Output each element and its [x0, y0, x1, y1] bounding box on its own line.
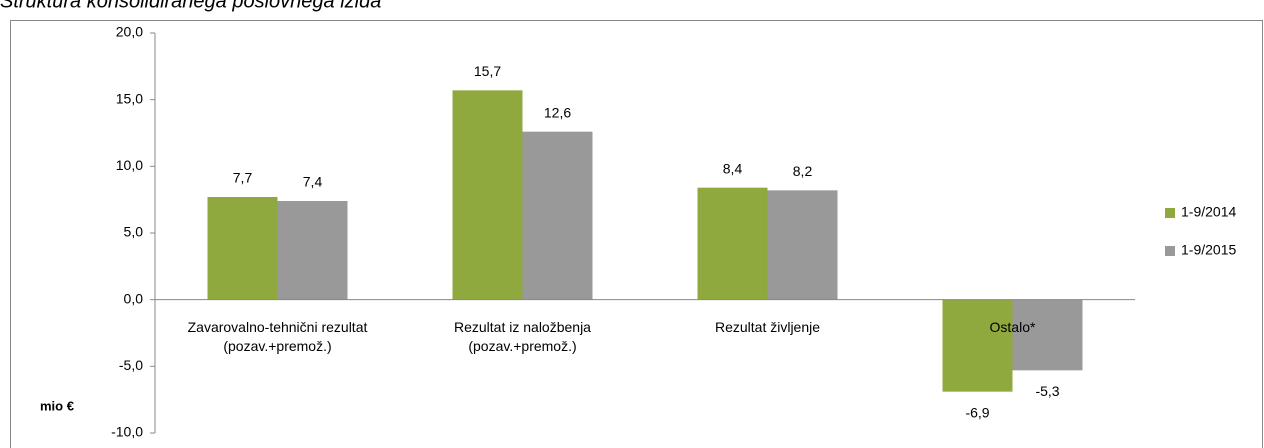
legend-label: 1-9/2015 — [1181, 242, 1236, 258]
y-tick-label: 15,0 — [116, 90, 143, 106]
data-label: 8,4 — [723, 160, 743, 176]
data-label: 7,7 — [233, 170, 253, 186]
y-axis-label: mio € — [40, 398, 74, 413]
bar — [697, 187, 768, 300]
x-tick-label: Rezultat življenje — [714, 318, 821, 335]
legend-label: 1-9/2014 — [1181, 204, 1236, 220]
data-label: -5,3 — [1035, 383, 1059, 399]
bar — [767, 190, 838, 300]
legend-swatch — [1165, 208, 1175, 218]
bar — [522, 131, 593, 300]
data-label: 7,4 — [303, 174, 323, 190]
data-label: 8,2 — [793, 163, 813, 179]
chart-title: Struktura konsolidiranega poslovnega izi… — [0, 0, 381, 12]
bar — [942, 299, 1013, 392]
y-tick-label: -5,0 — [119, 357, 143, 373]
x-tick-label: Ostalo* — [989, 318, 1036, 335]
x-tick-label: Rezultat iz naložbenja (pozav.+premož.) — [454, 318, 591, 354]
data-label: 15,7 — [474, 63, 501, 79]
chart-frame — [10, 20, 1263, 448]
data-label: -6,9 — [965, 404, 989, 420]
y-tick-label: 0,0 — [124, 290, 144, 306]
legend-swatch — [1165, 246, 1175, 256]
bar — [1012, 299, 1083, 371]
y-tick-label: -10,0 — [111, 424, 143, 440]
bar — [277, 201, 348, 300]
bar — [207, 197, 278, 300]
bar — [452, 90, 523, 300]
data-label: 12,6 — [544, 104, 571, 120]
y-tick-label: 20,0 — [116, 24, 143, 40]
y-tick-label: 5,0 — [124, 224, 144, 240]
y-tick-label: 10,0 — [116, 157, 143, 173]
x-tick-label: Zavarovalno-tehnični rezultat (pozav.+pr… — [187, 318, 368, 354]
